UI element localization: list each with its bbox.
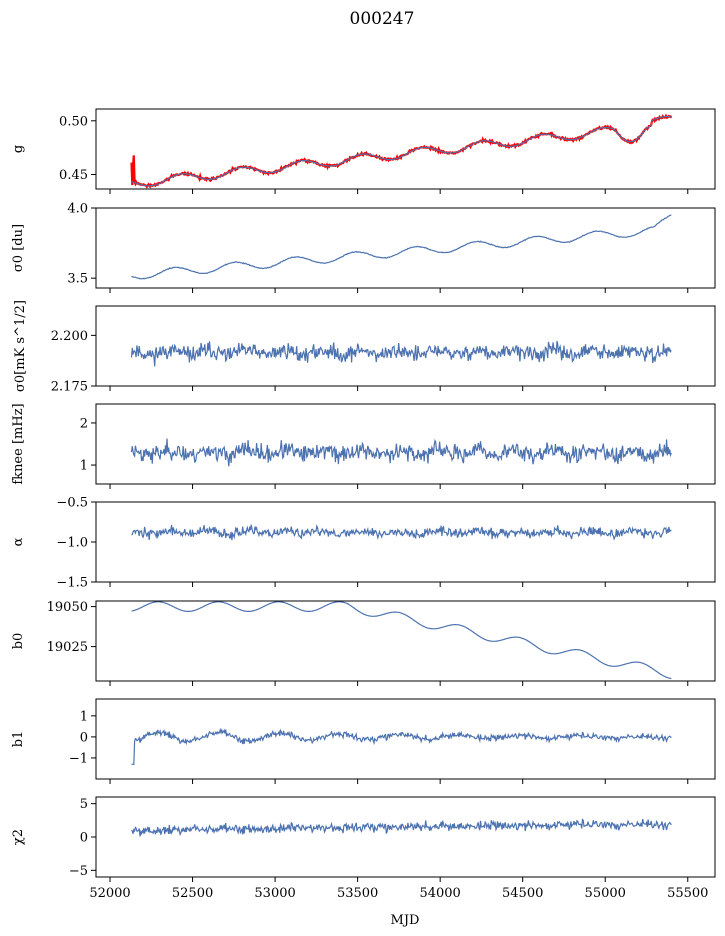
x-tick-label: 55500 <box>667 886 708 901</box>
series-line-red <box>130 113 673 189</box>
panel-6: 19025 19050 b0 <box>11 600 716 686</box>
y-tick-label: 2.200 <box>51 329 88 344</box>
axes-frame <box>95 108 716 190</box>
axes-frame <box>95 403 716 485</box>
y-tick-label: 19050 <box>47 600 88 615</box>
y-tick-label: −1.0 <box>56 536 88 551</box>
y-tick-label: 1 <box>80 709 88 724</box>
y-axis-label: χ2 <box>11 829 26 845</box>
panel-1: 0.45 0.50 g <box>11 108 716 194</box>
series-line <box>131 115 672 187</box>
y-axis-label: b0 <box>11 633 26 650</box>
y-tick-label: 3.5 <box>67 272 88 287</box>
y-tick-label: 0.45 <box>59 168 88 183</box>
series-line <box>131 727 672 765</box>
y-tick-label: 0.50 <box>59 114 88 129</box>
axes-frame <box>95 501 716 583</box>
panel-5: −1.5 −1.0 −0.5 α <box>11 496 716 591</box>
y-tick-label: 4.0 <box>67 202 88 217</box>
panel-8: −5 0 5 52000 52500 53000 53500 54000 54500 55000 5… <box>11 796 716 901</box>
x-axis-label: MJD <box>391 913 420 928</box>
series-line <box>130 438 672 467</box>
y-tick-label: 2 <box>80 416 88 431</box>
y-tick-label: −0.5 <box>56 496 88 511</box>
axes-frame <box>95 207 716 289</box>
y-tick-label: 2.175 <box>51 380 88 395</box>
y-tick-label: −1 <box>69 751 88 766</box>
axes-frame <box>95 305 716 387</box>
series-line <box>131 601 672 680</box>
y-axis-label: fknee [mHz] <box>11 403 26 484</box>
panel-3: 2.175 2.200 σ0[mK s^1/2] <box>13 300 716 395</box>
y-tick-label: 0 <box>80 831 88 846</box>
x-tick-label: 54000 <box>419 886 460 901</box>
y-tick-label: 1 <box>80 459 88 474</box>
y-axis-label: σ0[mK s^1/2] <box>13 300 28 392</box>
series-line <box>131 818 672 837</box>
series-line <box>131 523 672 541</box>
panels: 0.45 0.50 g 3.5 4.0 σ0 [du] 2.175 2.200 σ0[mK s^… <box>11 108 716 901</box>
axes-frame <box>95 600 716 682</box>
x-tick-label: 53000 <box>254 886 295 901</box>
x-tick-label: 55000 <box>585 886 626 901</box>
y-axis-label: σ0 [du] <box>11 224 26 272</box>
y-tick-label: 19025 <box>47 640 88 655</box>
x-tick-label: 52000 <box>89 886 130 901</box>
y-tick-label: −1.5 <box>56 576 88 591</box>
panel-2: 3.5 4.0 σ0 [du] <box>11 202 716 293</box>
panel-7: −1 0 1 b1 <box>11 698 716 784</box>
panel-4: 1 2 fknee [mHz] <box>11 403 716 489</box>
x-tick-label: 53500 <box>337 886 378 901</box>
y-axis-label: α <box>11 537 26 546</box>
y-tick-label: −5 <box>69 864 88 879</box>
figure-title: 000247 <box>350 9 415 29</box>
y-axis-label: b1 <box>11 731 26 748</box>
x-tick-label: 52500 <box>172 886 213 901</box>
series-line <box>131 214 672 280</box>
y-axis-label: g <box>11 145 26 153</box>
y-tick-label: 0 <box>80 730 88 745</box>
x-tick-label: 54500 <box>502 886 543 901</box>
axes-frame <box>95 796 716 878</box>
y-tick-label: 5 <box>80 797 88 812</box>
series-line <box>130 340 672 367</box>
axes-frame <box>95 698 716 780</box>
